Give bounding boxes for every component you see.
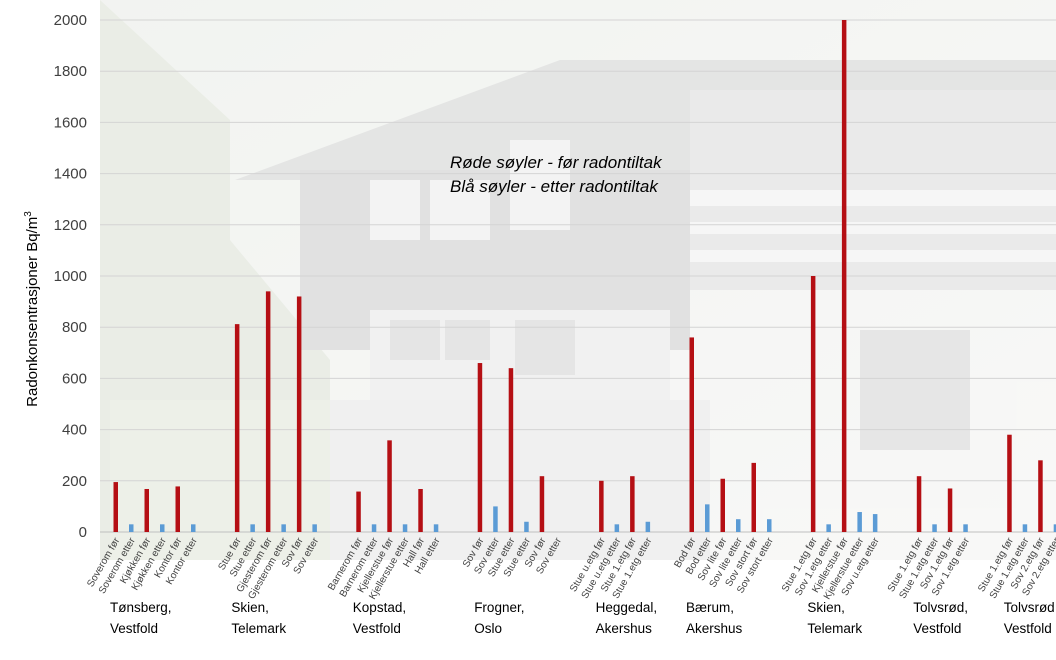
group-label-line2: Oslo — [474, 621, 502, 636]
group-label-line2: Vestfold — [110, 621, 158, 636]
bar-after — [433, 524, 439, 532]
bar-after — [736, 519, 741, 532]
bar-before — [144, 488, 149, 532]
bar-after — [1022, 524, 1028, 532]
bar-after — [281, 524, 286, 532]
bar-after — [402, 524, 408, 532]
group-label-line2: Akershus — [596, 621, 653, 636]
y-tick-label: 800 — [62, 319, 87, 336]
bar-before — [265, 291, 271, 532]
group-label-line2: Akershus — [686, 621, 743, 636]
bar-before — [751, 462, 756, 532]
group-label-line2: Vestfold — [1004, 621, 1052, 636]
bar-after — [1053, 524, 1056, 532]
bar-before — [387, 440, 392, 532]
y-axis-label: Radonkonsentrasjoner Bq/m3 — [23, 211, 41, 407]
bar-after — [371, 524, 377, 532]
y-axis-label-main: Radonkonsentrasjoner — [24, 256, 41, 407]
y-axis-ticks: 0 200 400 600 800 1000 1200 1400 1600 1800 2000 — [54, 12, 87, 541]
bar-after — [963, 524, 968, 532]
bar-after — [705, 504, 710, 532]
group-label-line1: Kopstad, — [353, 600, 406, 615]
group-label-line1: Bærum, — [686, 600, 734, 615]
background-photo — [100, 0, 1056, 560]
group-label-line2: Telemark — [807, 621, 862, 636]
bar-before — [539, 476, 545, 532]
bar-before — [841, 20, 847, 532]
bar-after — [826, 524, 831, 532]
bar-before — [916, 476, 922, 532]
bar-after — [614, 524, 620, 532]
y-tick-label: 1200 — [54, 217, 87, 234]
bar-after — [932, 524, 937, 532]
y-tick-label: 1000 — [54, 268, 87, 285]
bar-before — [720, 478, 725, 532]
y-tick-label: 400 — [62, 422, 87, 439]
bar-after — [767, 519, 772, 532]
bar-after — [312, 524, 317, 532]
group-label-line1: Tønsberg, — [110, 600, 172, 615]
bar-before — [1007, 434, 1012, 532]
bar-after — [524, 521, 529, 532]
bar-before — [947, 488, 953, 532]
bar-after — [645, 521, 651, 532]
bar-after — [191, 524, 196, 532]
bar-after — [160, 524, 165, 532]
bar-before — [234, 324, 240, 532]
bar-before — [689, 337, 694, 532]
group-label-line1: Skien, — [807, 600, 845, 615]
y-tick-label: 1800 — [54, 63, 87, 80]
y-tick-label: 1600 — [54, 114, 87, 131]
group-label-line1: Tolvsrød, — [913, 600, 968, 615]
y-tick-label: 600 — [62, 370, 87, 387]
bar-before — [630, 476, 635, 532]
group-label-line2: Telemark — [231, 621, 286, 636]
annotation-line-red: Røde søyler - før radontiltak — [450, 153, 663, 172]
bar-before — [113, 482, 118, 532]
group-label-line1: Skien, — [231, 600, 269, 615]
bar-before — [356, 491, 361, 532]
bars — [113, 20, 1056, 532]
y-tick-label: 2000 — [54, 12, 87, 29]
y-tick-label: 1400 — [54, 166, 87, 183]
y-axis-label-text: Radonkonsentrasjoner Bq/m3 — [23, 211, 41, 407]
bar-after — [250, 524, 255, 532]
group-label-line2: Vestfold — [353, 621, 401, 636]
gridlines — [100, 19, 1056, 533]
bar-before — [599, 480, 604, 532]
group-label-line1: Tolvsrød, — [1004, 600, 1056, 615]
bar-after — [493, 506, 498, 532]
y-axis-label-unit: Bq/m — [24, 217, 41, 252]
bar-before — [418, 488, 423, 532]
group-labels: Tønsberg, Vestfold Skien, Telemark Kopstad, V… — [110, 600, 1056, 636]
annotation: Røde søyler - før radontiltak Blå søyler… — [450, 153, 663, 196]
group-label-line1: Heggedal, — [596, 600, 658, 615]
bar-before — [175, 486, 180, 532]
bar-after — [857, 512, 862, 532]
bar-before — [296, 296, 302, 532]
bar-before — [1038, 460, 1043, 532]
bar-after — [129, 524, 134, 532]
y-axis-label-sup: 3 — [23, 211, 34, 217]
annotation-line-blue: Blå søyler - etter radontiltak — [450, 177, 659, 196]
group-label-line1: Frogner, — [474, 600, 524, 615]
bar-after — [872, 514, 878, 532]
y-tick-label: 200 — [62, 473, 87, 490]
bar-before — [508, 368, 514, 532]
y-tick-label: 0 — [79, 524, 87, 541]
bar-before — [810, 276, 816, 532]
bar-before — [477, 363, 483, 532]
group-label-line2: Vestfold — [913, 621, 961, 636]
